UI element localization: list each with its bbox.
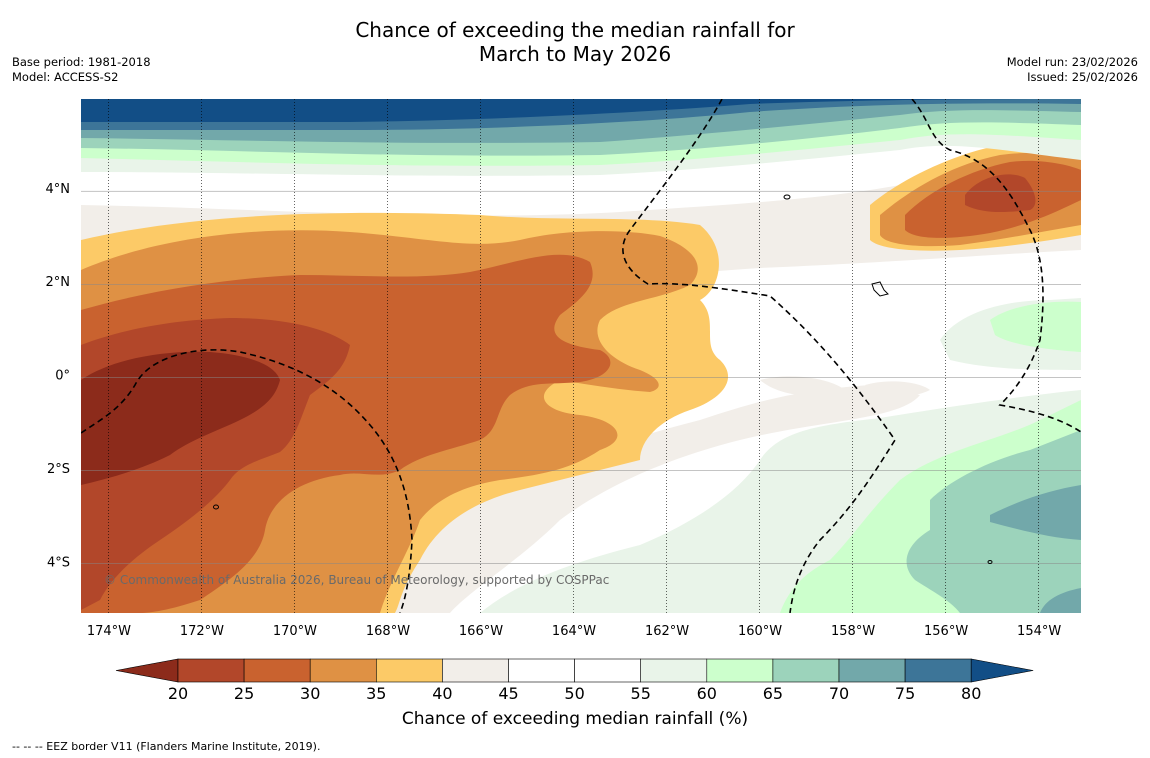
colorbar-tick-label: 80 (961, 684, 981, 703)
lon-tick-label: 162°W (645, 624, 689, 639)
lon-tick-label: 172°W (180, 624, 224, 639)
lat-tick-label: 4°S (47, 556, 70, 571)
colorbar-segment (177, 658, 245, 683)
colorbar-segment (309, 658, 377, 683)
lon-tick-label: 168°W (366, 624, 410, 639)
run-info: Model run: 23/02/2026 Issued: 25/02/2026 (1007, 55, 1138, 85)
contour-60-65-east (990, 301, 1081, 352)
eez-borders (81, 99, 1081, 613)
colorbar: 20 25 30 35 40 45 50 55 60 65 70 75 80 (115, 658, 1034, 703)
island-outline (987, 560, 993, 564)
lon-tick-label: 170°W (273, 624, 317, 639)
colorbar-segment (375, 658, 443, 683)
lon-axis: 174°W 172°W 170°W 168°W 166°W 164°W 162°W 160°W… (87, 624, 1062, 639)
colorbar-tick-label: 70 (829, 684, 849, 703)
colorbar-segment (772, 658, 840, 683)
title-line-2: March to May 2026 (478, 42, 672, 66)
contour-below-20 (81, 351, 280, 485)
colorbar-extend-high (970, 658, 1034, 683)
colorbar-tick-label: 25 (234, 684, 254, 703)
lat-gridlines (81, 190, 1081, 564)
lat-tick-label: 0° (55, 369, 70, 384)
lon-tick-label: 174°W (87, 624, 131, 639)
issued-date: Issued: 25/02/2026 (1027, 70, 1138, 84)
lat-tick-label: 4°N (46, 182, 71, 197)
colorbar-segment (243, 658, 311, 683)
colorbar-tick-label: 45 (498, 684, 518, 703)
contour-above-80-north (81, 99, 1081, 122)
title-line-1: Chance of exceeding the median rainfall … (355, 18, 795, 42)
contour-40-45-south (330, 385, 920, 613)
lon-tick-label: 166°W (459, 624, 503, 639)
islands (213, 194, 993, 564)
colorbar-tick-label: 40 (432, 684, 452, 703)
colorbar-segment (574, 658, 641, 683)
model-info: Base period: 1981-2018 Model: ACCESS-S2 (12, 55, 151, 85)
lon-tick-label: 160°W (738, 624, 782, 639)
colorbar-title: Chance of exceeding median rainfall (%) (401, 709, 749, 729)
eez-border-kiribati (81, 349, 413, 613)
colorbar-tick-label: 75 (895, 684, 915, 703)
colorbar-segment (508, 658, 575, 683)
copyright-notice: © Commonwealth of Australia 2026, Bureau… (104, 573, 609, 587)
colorbar-segment (838, 658, 906, 683)
colorbar-segment (706, 658, 774, 683)
contour-70-75-southeast (990, 485, 1081, 613)
lat-tick-label: 2°N (46, 275, 71, 290)
lon-tick-label: 156°W (924, 624, 968, 639)
contour-ne-20-25 (965, 174, 1036, 213)
colorbar-tick-label: 55 (631, 684, 651, 703)
colorbar-tick-label: 35 (366, 684, 386, 703)
rainfall-contours (81, 99, 1081, 613)
model-run-date: Model run: 23/02/2026 (1006, 55, 1138, 69)
colorbar-segment (904, 658, 972, 683)
lat-axis: 4°N 2°N 0° 2°S 4°S (46, 182, 71, 571)
contour-40-45-patch (760, 376, 930, 397)
lon-tick-label: 164°W (552, 624, 596, 639)
colorbar-tick-label: 20 (168, 684, 188, 703)
island-outline (783, 194, 791, 200)
colorbar-tick-label: 65 (763, 684, 783, 703)
base-period: Base period: 1981-2018 (12, 55, 151, 69)
colorbar-tick-label: 50 (564, 684, 584, 703)
lon-tick-label: 158°W (831, 624, 875, 639)
colorbar-tick-label: 60 (697, 684, 717, 703)
island-outline (213, 504, 219, 510)
colorbar-segment (640, 658, 708, 683)
colorbar-segment (442, 658, 509, 683)
lon-tick-label: 154°W (1017, 624, 1061, 639)
eez-border-east (911, 99, 1081, 433)
model-name: Model: ACCESS-S2 (12, 70, 119, 84)
chart-title: Chance of exceeding the median rainfall … (0, 18, 1150, 66)
colorbar-extend-low (115, 658, 179, 683)
lat-tick-label: 2°S (47, 462, 70, 477)
colorbar-tick-label: 30 (300, 684, 320, 703)
eez-legend-note: -- -- -- EEZ border V11 (Flanders Marine… (12, 740, 321, 753)
island-outline (871, 281, 889, 297)
